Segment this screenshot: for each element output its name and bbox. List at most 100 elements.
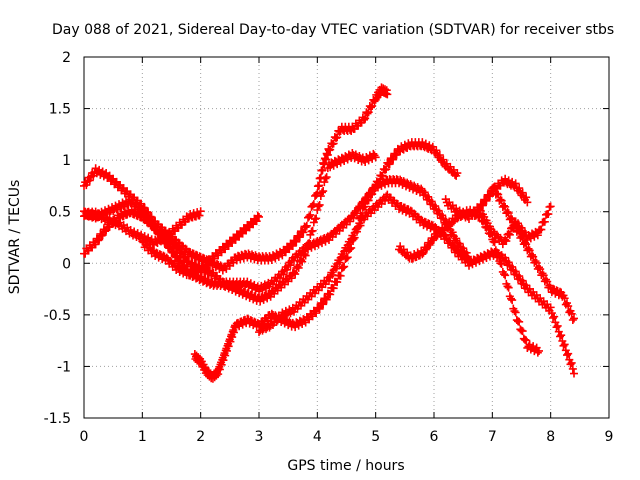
data-point <box>363 109 372 118</box>
data-point <box>155 228 164 237</box>
data-point <box>116 203 125 212</box>
data-point <box>152 223 161 232</box>
data-series-9 <box>441 174 532 223</box>
data-point <box>364 196 373 205</box>
data-point <box>246 316 255 325</box>
data-point <box>550 312 559 321</box>
data-point <box>521 238 529 247</box>
data-point <box>320 178 329 187</box>
data-point <box>382 165 391 174</box>
data-point <box>368 102 377 111</box>
data-point <box>421 245 430 254</box>
data-point <box>325 277 333 286</box>
data-point <box>166 242 175 251</box>
data-point <box>361 114 370 123</box>
x-tick-label: 2 <box>196 429 205 445</box>
data-point <box>435 150 444 159</box>
data-point <box>291 270 300 279</box>
data-point <box>392 150 401 159</box>
data-point <box>504 283 513 292</box>
data-point <box>252 217 261 226</box>
x-tick-label: 1 <box>138 429 147 445</box>
data-point <box>503 282 512 291</box>
data-point <box>333 160 342 169</box>
data-point <box>186 271 195 280</box>
data-point <box>566 360 575 369</box>
data-point <box>490 238 499 247</box>
data-point <box>248 250 256 259</box>
marker-layer <box>80 83 578 383</box>
data-point <box>510 307 519 316</box>
data-point <box>231 323 240 332</box>
data-point <box>318 165 327 174</box>
data-point <box>418 138 427 147</box>
data-point <box>353 227 361 236</box>
data-point <box>465 261 473 270</box>
data-point <box>197 272 206 281</box>
data-point <box>522 240 531 249</box>
data-point <box>559 341 568 350</box>
data-point <box>329 284 338 293</box>
data-point <box>505 230 514 239</box>
data-point <box>493 189 501 198</box>
data-point <box>567 358 576 367</box>
data-point <box>316 192 325 201</box>
data-point <box>410 181 419 190</box>
data-point <box>494 249 503 258</box>
data-point <box>540 217 549 226</box>
data-point <box>339 252 347 261</box>
data-point <box>287 240 296 249</box>
data-point <box>428 142 437 151</box>
data-point <box>332 264 340 273</box>
data-point <box>204 267 213 276</box>
y-axis-label: SDTVAR / TECUs <box>7 180 23 295</box>
data-point <box>305 212 314 221</box>
x-tick-label: 8 <box>546 429 555 445</box>
data-point <box>403 178 412 187</box>
data-point <box>318 188 326 197</box>
data-point <box>518 276 527 285</box>
data-point <box>213 259 221 268</box>
data-point <box>136 203 144 212</box>
data-point <box>515 317 524 326</box>
data-point <box>500 201 508 210</box>
data-point <box>496 195 505 204</box>
y-tick-label: 1.5 <box>49 102 71 118</box>
data-point <box>501 271 510 280</box>
data-point <box>381 196 389 205</box>
data-point <box>413 183 422 192</box>
tick-layer <box>83 56 610 419</box>
data-point <box>314 240 323 249</box>
data-point <box>304 245 312 254</box>
data-point <box>453 169 462 178</box>
data-point <box>287 274 296 283</box>
data-point <box>489 183 498 192</box>
data-point <box>131 207 140 216</box>
data-point <box>525 246 534 255</box>
data-point <box>322 295 331 304</box>
data-point <box>522 193 531 202</box>
data-point <box>472 258 480 267</box>
data-point <box>267 309 276 318</box>
data-point <box>319 187 328 196</box>
y-tick-label: 1 <box>62 153 71 169</box>
data-point <box>468 260 477 269</box>
data-point <box>171 239 179 248</box>
data-point <box>533 348 542 357</box>
data-point <box>448 228 457 237</box>
data-point <box>216 261 225 270</box>
data-point <box>276 274 284 283</box>
data-point <box>367 103 375 112</box>
data-point <box>244 249 253 258</box>
data-point <box>535 346 543 355</box>
data-point <box>552 323 561 332</box>
data-point <box>486 192 494 201</box>
data-point <box>176 256 185 265</box>
data-point <box>315 200 324 209</box>
data-point <box>459 244 468 253</box>
data-point <box>553 321 562 330</box>
data-point <box>85 176 94 185</box>
data-point <box>143 211 151 220</box>
data-point <box>515 272 524 281</box>
data-point <box>292 237 301 246</box>
